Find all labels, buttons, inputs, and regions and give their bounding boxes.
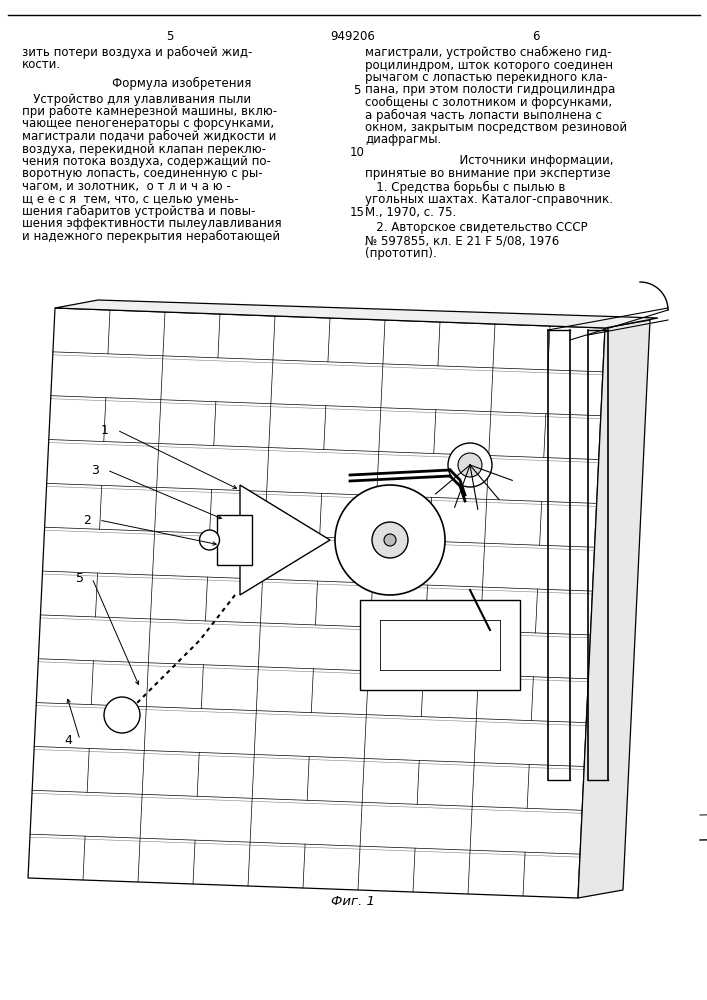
Polygon shape [55,300,658,328]
Text: угольных шахтах. Каталог-справочник.: угольных шахтах. Каталог-справочник. [365,194,613,207]
Text: № 597855, кл. Е 21 F 5/08, 1976: № 597855, кл. Е 21 F 5/08, 1976 [365,234,559,247]
Text: при работе камнерезной машины, вклю-: при работе камнерезной машины, вклю- [22,105,277,118]
Text: 6: 6 [532,30,539,43]
Text: чения потока воздуха, содержащий по-: чения потока воздуха, содержащий по- [22,155,271,168]
Text: кости.: кости. [22,58,61,72]
Text: шения эффективности пылеулавливания: шения эффективности пылеулавливания [22,218,281,231]
Text: шения габаритов устройства и повы-: шения габаритов устройства и повы- [22,205,255,218]
Text: зить потери воздуха и рабочей жид-: зить потери воздуха и рабочей жид- [22,46,252,59]
Circle shape [384,534,396,546]
Text: 1. Средства борьбы с пылью в: 1. Средства борьбы с пылью в [365,181,566,194]
Text: 1: 1 [101,424,109,436]
Text: 5: 5 [354,84,361,97]
Bar [360,600,520,690]
Polygon shape [28,308,605,898]
Text: окном, закрытым посредством резиновой: окном, закрытым посредством резиновой [365,121,627,134]
Bar [218,515,252,565]
Text: 3: 3 [91,464,99,477]
Text: воздуха, перекидной клапан переклю-: воздуха, перекидной клапан переклю- [22,142,266,155]
Text: 949206: 949206 [331,30,375,43]
Text: 5: 5 [166,30,174,43]
Text: пана, при этом полости гидроцилиндра: пана, при этом полости гидроцилиндра [365,84,615,97]
Text: чающее пеногенераторы с форсунками,: чающее пеногенераторы с форсунками, [22,117,274,130]
Text: 5: 5 [76,572,84,584]
Text: 2. Авторское свидетельство СССР: 2. Авторское свидетельство СССР [365,222,588,234]
Polygon shape [578,320,650,898]
Text: диафрагмы.: диафрагмы. [365,133,441,146]
Text: и надежного перекрытия неработающей: и надежного перекрытия неработающей [22,230,280,243]
Text: Устройство для улавливания пыли: Устройство для улавливания пыли [22,93,251,105]
Text: 2: 2 [83,514,91,526]
Text: (прототип).: (прототип). [365,246,437,259]
Text: Источники информации,: Источники информации, [437,154,613,167]
Text: чагом, и золотник,  о т л и ч а ю -: чагом, и золотник, о т л и ч а ю - [22,180,230,193]
Circle shape [335,485,445,595]
Text: роцилиндром, шток которого соединен: роцилиндром, шток которого соединен [365,58,613,72]
Polygon shape [240,485,330,595]
Text: 15: 15 [349,206,364,219]
Circle shape [199,530,219,550]
Text: Формула изобретения: Формула изобретения [112,77,252,90]
Text: а рабочая часть лопасти выполнена с: а рабочая часть лопасти выполнена с [365,108,602,122]
Text: сообщены с золотником и форсунками,: сообщены с золотником и форсунками, [365,96,612,109]
Text: магистрали подачи рабочей жидкости и: магистрали подачи рабочей жидкости и [22,130,276,143]
Text: рычагом с лопастью перекидного кла-: рычагом с лопастью перекидного кла- [365,71,607,84]
Text: Фиг. 1: Фиг. 1 [331,895,375,908]
Text: воротную лопасть, соединенную с ры-: воротную лопасть, соединенную с ры- [22,167,262,180]
Circle shape [104,697,140,733]
Text: щ е е с я  тем, что, с целью умень-: щ е е с я тем, что, с целью умень- [22,192,239,206]
Circle shape [372,522,408,558]
Text: магистрали, устройство снабжено гид-: магистрали, устройство снабжено гид- [365,46,612,59]
Circle shape [458,453,482,477]
Text: 4: 4 [64,734,72,746]
Text: 10: 10 [349,146,364,159]
Text: принятые во внимание при экспертизе: принятые во внимание при экспертизе [365,166,611,180]
Circle shape [448,443,492,487]
Text: М., 1970, с. 75.: М., 1970, с. 75. [365,206,456,219]
